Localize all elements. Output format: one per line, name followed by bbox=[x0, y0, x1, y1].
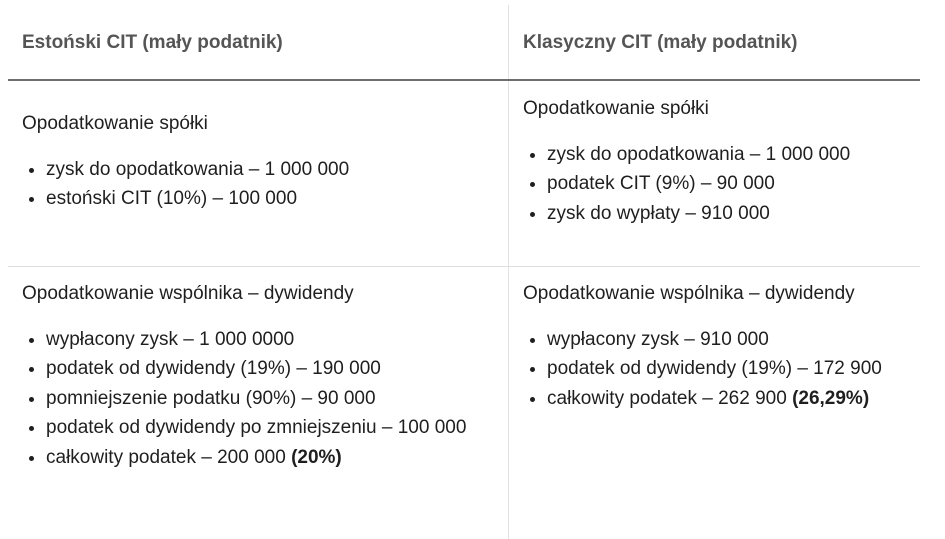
cell-title: Opodatkowanie wspólnika – dywidendy bbox=[523, 283, 855, 304]
list-item: estoński CIT (10%) – 100 000 bbox=[46, 184, 498, 214]
bullet-list: wypłacony zysk – 910 000 podatek od dywi… bbox=[523, 325, 910, 414]
list-item-total: całkowity podatek – 262 900 (26,29%) bbox=[547, 384, 910, 414]
list-item: zysk do opodatkowania – 1 000 000 bbox=[547, 140, 910, 170]
estonian-partner-cell: Opodatkowanie wspólnika – dywidendy wypł… bbox=[22, 279, 498, 472]
cell-title: Opodatkowanie wspólnika – dywidendy bbox=[22, 283, 354, 304]
bullet-list: zysk do opodatkowania – 1 000 000 estońs… bbox=[22, 155, 498, 214]
list-item-total: całkowity podatek – 200 000 (20%) bbox=[46, 443, 498, 473]
list-item: zysk do opodatkowania – 1 000 000 bbox=[46, 155, 498, 185]
estonian-cit-column: Estoński CIT (mały podatnik) Opodatkowan… bbox=[8, 5, 508, 539]
list-item: podatek od dywidendy po zmniejszeniu – 1… bbox=[46, 413, 498, 443]
list-item: wypłacony zysk – 1 000 0000 bbox=[46, 325, 498, 355]
total-percent: (20%) bbox=[291, 446, 342, 468]
classic-cit-column: Klasyczny CIT (mały podatnik) Opodatkowa… bbox=[509, 5, 920, 539]
bullet-list: zysk do opodatkowania – 1 000 000 podate… bbox=[523, 140, 910, 229]
total-percent: (26,29%) bbox=[792, 387, 870, 409]
row-divider bbox=[8, 266, 920, 267]
cell-title: Opodatkowanie spółki bbox=[523, 98, 709, 119]
list-item: zysk do wypłaty – 910 000 bbox=[547, 199, 910, 229]
column-header-estonian: Estoński CIT (mały podatnik) bbox=[22, 31, 283, 53]
list-item: pomniejszenie podatku (90%) – 90 000 bbox=[46, 384, 498, 414]
estonian-company-cell: Opodatkowanie spółki zysk do opodatkowan… bbox=[22, 109, 498, 214]
classic-partner-cell: Opodatkowanie wspólnika – dywidendy wypł… bbox=[523, 279, 910, 413]
list-item: wypłacony zysk – 910 000 bbox=[547, 325, 910, 355]
comparison-table: Estoński CIT (mały podatnik) Opodatkowan… bbox=[8, 5, 920, 539]
total-text: całkowity podatek – 200 000 bbox=[46, 446, 292, 468]
column-divider bbox=[508, 5, 509, 539]
list-item: podatek CIT (9%) – 90 000 bbox=[547, 169, 910, 199]
list-item: podatek od dywidendy (19%) – 190 000 bbox=[46, 354, 498, 384]
header-divider bbox=[8, 79, 920, 81]
bullet-list: wypłacony zysk – 1 000 0000 podatek od d… bbox=[22, 325, 498, 473]
classic-company-cell: Opodatkowanie spółki zysk do opodatkowan… bbox=[523, 94, 910, 228]
column-header-classic: Klasyczny CIT (mały podatnik) bbox=[523, 31, 798, 53]
total-text: całkowity podatek – 262 900 bbox=[547, 387, 793, 409]
cell-title: Opodatkowanie spółki bbox=[22, 113, 208, 134]
list-item: podatek od dywidendy (19%) – 172 900 bbox=[547, 354, 910, 384]
